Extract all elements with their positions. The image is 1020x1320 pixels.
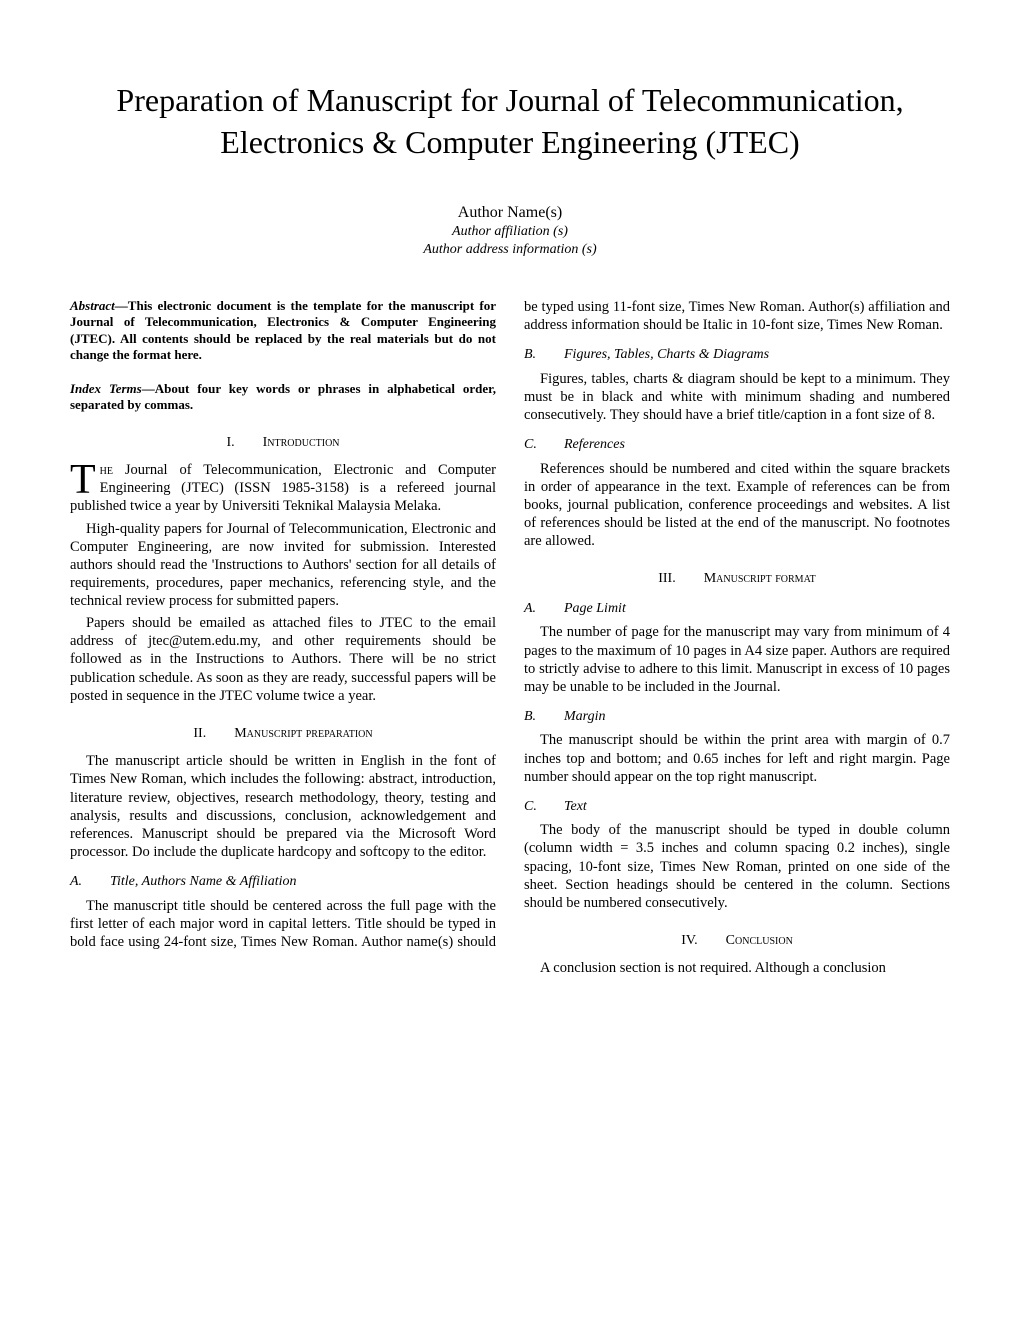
section-title: Introduction <box>263 435 340 450</box>
author-block: Author Name(s) Author affiliation (s) Au… <box>70 203 950 258</box>
two-column-body: Abstract—This electronic document is the… <box>70 298 950 977</box>
paper-title: Preparation of Manuscript for Journal of… <box>70 80 950 163</box>
section-title: Manuscript preparation <box>234 726 372 741</box>
format-sub-c-paragraph: The body of the manuscript should be typ… <box>524 821 950 912</box>
section-number: IV. <box>681 932 697 950</box>
section-title: Conclusion <box>726 933 793 948</box>
author-address: Author address information (s) <box>70 241 950 259</box>
intro-paragraph-2: High-quality papers for Journal of Telec… <box>70 520 496 611</box>
format-sub-a-paragraph: The number of page for the manuscript ma… <box>524 623 950 696</box>
intro-paragraph-3: Papers should be emailed as attached fil… <box>70 614 496 705</box>
subsection-letter: C. <box>524 798 564 816</box>
author-affiliation: Author affiliation (s) <box>70 223 950 241</box>
subsection-title: Page Limit <box>564 601 626 616</box>
subsection-letter: C. <box>524 436 564 454</box>
prep-sub-b-paragraph: Figures, tables, charts & diagram should… <box>524 370 950 424</box>
subsection-heading-page-limit: A.Page Limit <box>524 600 950 618</box>
intro-paragraph-1: The Journal of Telecommunication, Electr… <box>70 461 496 515</box>
section-heading-preparation: II. Manuscript preparation <box>70 725 496 743</box>
subsection-title: Title, Authors Name & Affiliation <box>110 874 297 889</box>
intro-p1-rest: Journal of Telecommunication, Electronic… <box>70 462 496 514</box>
abstract-block: Abstract—This electronic document is the… <box>70 298 496 363</box>
section-heading-format: III. Manuscript format <box>524 570 950 588</box>
subsection-heading-margin: B.Margin <box>524 708 950 726</box>
conclusion-paragraph-1: A conclusion section is not required. Al… <box>524 959 950 977</box>
subsection-letter: A. <box>524 600 564 618</box>
subsection-heading-title-authors: A.Title, Authors Name & Affiliation <box>70 873 496 891</box>
dropcap-letter: T <box>70 461 100 497</box>
subsection-title: References <box>564 437 625 452</box>
subsection-letter: B. <box>524 346 564 364</box>
section-number: II. <box>193 725 206 743</box>
section-number: I. <box>226 434 234 452</box>
section-heading-introduction: I. Introduction <box>70 434 496 452</box>
index-terms-block: Index Terms—About four key words or phra… <box>70 381 496 414</box>
subsection-title: Margin <box>564 709 605 724</box>
subsection-letter: B. <box>524 708 564 726</box>
prep-sub-c-paragraph: References should be numbered and cited … <box>524 460 950 551</box>
subsection-heading-figures: B.Figures, Tables, Charts & Diagrams <box>524 346 950 364</box>
prep-paragraph-1: The manuscript article should be written… <box>70 752 496 861</box>
intro-p1-he: he <box>100 462 113 478</box>
abstract-text: —This electronic document is the templat… <box>70 298 496 362</box>
subsection-title: Figures, Tables, Charts & Diagrams <box>564 347 769 362</box>
index-terms-label: Index Terms <box>70 381 142 396</box>
abstract-label: Abstract <box>70 298 115 313</box>
format-sub-b-paragraph: The manuscript should be within the prin… <box>524 731 950 785</box>
subsection-heading-text: C.Text <box>524 798 950 816</box>
section-number: III. <box>658 570 676 588</box>
subsection-title: Text <box>564 799 587 814</box>
subsection-heading-references: C.References <box>524 436 950 454</box>
section-heading-conclusion: IV. Conclusion <box>524 932 950 950</box>
section-title: Manuscript format <box>704 571 816 586</box>
author-name: Author Name(s) <box>70 203 950 223</box>
subsection-letter: A. <box>70 873 110 891</box>
